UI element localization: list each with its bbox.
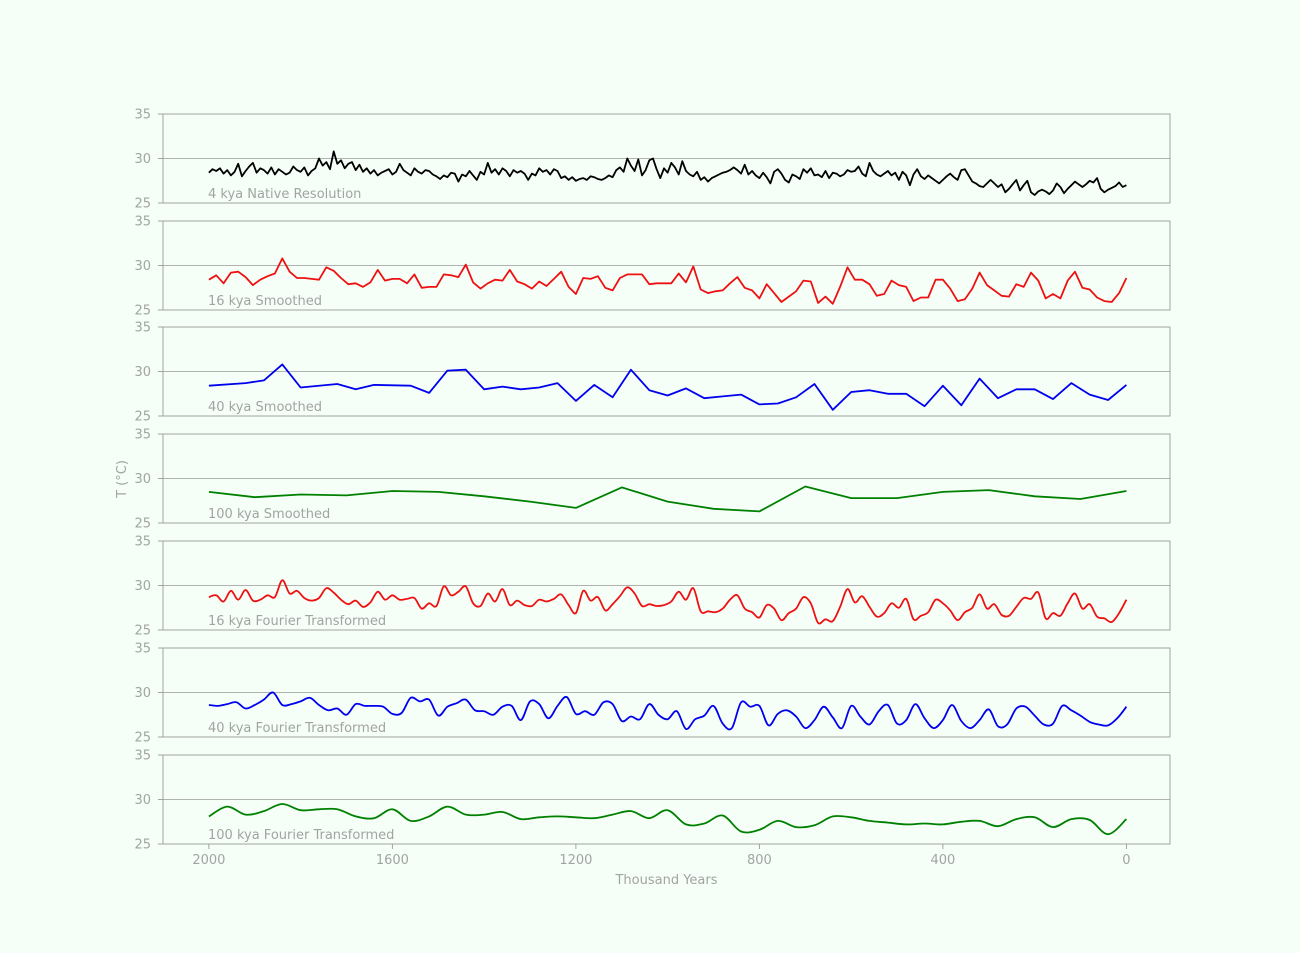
y-tick-label: 25 bbox=[134, 197, 151, 212]
y-tick-label: 30 bbox=[134, 579, 151, 594]
x-axis-title: Thousand Years bbox=[614, 873, 717, 888]
y-tick-label: 35 bbox=[134, 642, 151, 657]
x-tick-label: 1200 bbox=[559, 853, 592, 868]
panel-5: 25 30 35 16 kya Fourier Transformed bbox=[134, 535, 1170, 639]
y-tick-label: 30 bbox=[134, 152, 151, 167]
y-tick-label: 25 bbox=[134, 410, 151, 425]
panel-6: 25 30 35 40 kya Fourier Transformed bbox=[134, 642, 1170, 746]
y-tick-label: 25 bbox=[134, 304, 151, 319]
panel-label: 4 kya Native Resolution bbox=[208, 187, 361, 202]
y-axis-title: T (°C) bbox=[115, 460, 130, 499]
x-tick-label: 800 bbox=[747, 853, 772, 868]
panel-3: 25 30 35 40 kya Smoothed bbox=[134, 321, 1170, 425]
y-tick-label: 35 bbox=[134, 749, 151, 764]
panel-4: 25 30 35 100 kya Smoothed bbox=[134, 428, 1170, 532]
y-tick-label: 25 bbox=[134, 838, 151, 853]
panel-label: 40 kya Fourier Transformed bbox=[208, 721, 386, 736]
panel-label: 100 kya Smoothed bbox=[208, 507, 330, 522]
y-tick-label: 25 bbox=[134, 731, 151, 746]
y-tick-label: 35 bbox=[134, 321, 151, 336]
y-tick-label: 30 bbox=[134, 472, 151, 487]
y-tick-label: 30 bbox=[134, 259, 151, 274]
x-tick-label: 2000 bbox=[192, 853, 225, 868]
y-tick-label: 35 bbox=[134, 535, 151, 550]
panel-label: 40 kya Smoothed bbox=[208, 400, 322, 415]
panel-2: 25 30 35 16 kya Smoothed bbox=[134, 215, 1170, 319]
panel-label: 100 kya Fourier Transformed bbox=[208, 828, 394, 843]
panel-7: 25 30 35 100 kya Fourier Transformed 2000 160… bbox=[134, 749, 1170, 869]
series-line bbox=[209, 487, 1127, 512]
y-tick-label: 35 bbox=[134, 215, 151, 230]
y-tick-label: 30 bbox=[134, 365, 151, 380]
y-tick-label: 25 bbox=[134, 624, 151, 639]
x-tick-label: 400 bbox=[930, 853, 955, 868]
y-tick-label: 25 bbox=[134, 517, 151, 532]
x-tick-label: 1600 bbox=[376, 853, 409, 868]
y-tick-label: 35 bbox=[134, 428, 151, 443]
y-tick-label: 35 bbox=[134, 108, 151, 123]
panel-1: 25 30 35 4 kya Native Resolution bbox=[134, 108, 1170, 212]
panel-label: 16 kya Fourier Transformed bbox=[208, 614, 386, 629]
panel-label: 16 kya Smoothed bbox=[208, 294, 322, 309]
y-tick-label: 30 bbox=[134, 793, 151, 808]
x-tick-label: 0 bbox=[1122, 853, 1130, 868]
y-tick-label: 30 bbox=[134, 686, 151, 701]
